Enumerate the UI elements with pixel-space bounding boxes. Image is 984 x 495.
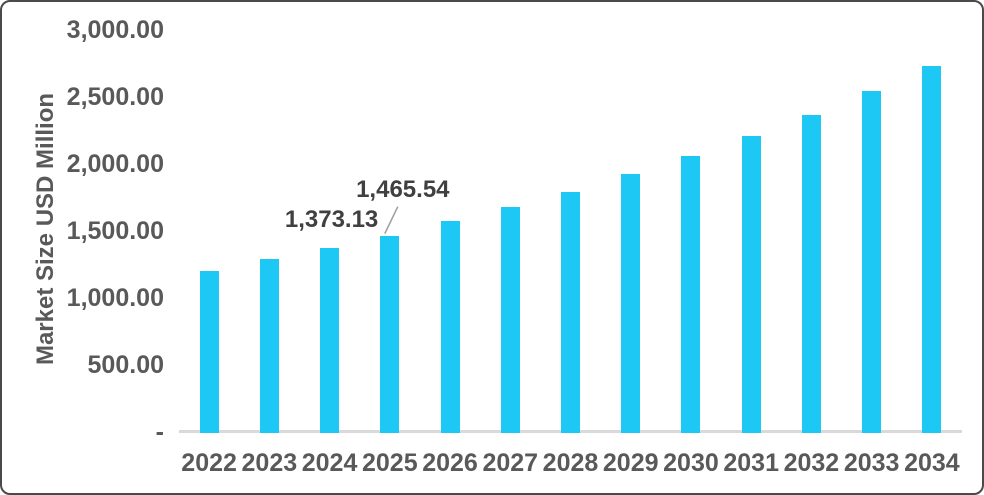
x-tick-label-2030: 2030 <box>663 449 719 477</box>
x-tick-label-2028: 2028 <box>542 449 599 477</box>
data-label-2024: 1,373.13 <box>284 206 379 233</box>
x-tick-label-2034: 2034 <box>904 449 960 477</box>
bar-2034 <box>922 66 942 433</box>
x-tick-label-2027: 2027 <box>482 449 539 477</box>
bar-2023 <box>259 259 279 433</box>
y-tick-label: 1,000.00 <box>66 284 164 312</box>
bar-2026 <box>440 220 460 433</box>
bar-2024 <box>320 248 340 433</box>
bar-2028 <box>561 192 580 433</box>
bar-2029 <box>621 174 641 433</box>
bar-2032 <box>801 115 821 433</box>
x-tick-label-2033: 2033 <box>843 449 900 477</box>
y-tick-label: 1,500.00 <box>66 217 164 245</box>
bar-2030 <box>681 155 701 433</box>
x-tick-label-2032: 2032 <box>783 449 840 477</box>
x-tick-label-2026: 2026 <box>422 449 478 477</box>
bar-2027 <box>500 206 520 433</box>
y-tick-label: 3,000.00 <box>66 16 164 44</box>
y-tick-label: - <box>155 418 164 446</box>
data-label-2025: 1,465.54 <box>356 175 450 203</box>
bar-2025 <box>380 235 400 433</box>
bar-2033 <box>862 90 882 433</box>
y-tick-label: 500.00 <box>87 351 164 379</box>
bar-2031 <box>741 135 761 433</box>
x-tick-label-2025: 2025 <box>361 449 418 477</box>
bar-2022 <box>199 271 219 433</box>
y-tick-label: 2,500.00 <box>66 83 164 111</box>
y-tick-label: 2,000.00 <box>66 150 164 178</box>
x-tick-label-2024: 2024 <box>301 449 358 477</box>
x-tick-label-2029: 2029 <box>602 449 659 477</box>
x-tick-label-2022: 2022 <box>181 449 237 477</box>
x-tick-label-2031: 2031 <box>723 449 779 477</box>
x-tick-label-2023: 2023 <box>241 449 298 477</box>
